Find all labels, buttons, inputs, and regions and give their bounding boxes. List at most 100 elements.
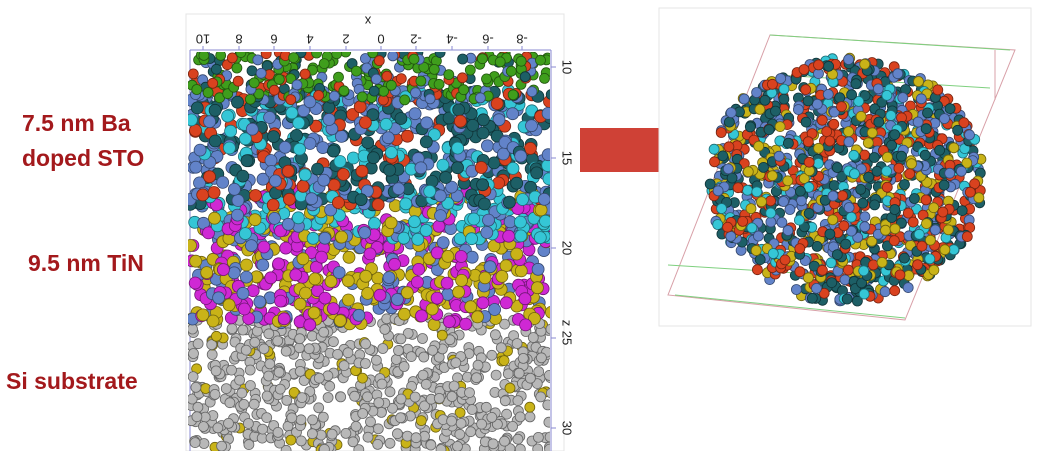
atom [192,85,202,95]
atom [903,208,913,218]
atom [337,168,349,180]
atom [359,117,371,129]
atom [771,106,781,116]
atom [889,236,899,246]
atom [500,436,510,446]
atom [363,432,373,442]
atom [359,227,371,239]
atom [860,59,870,69]
atom [965,187,975,197]
atom [472,311,484,323]
atom [766,208,776,218]
atom [538,193,550,205]
atom [396,74,406,84]
atom [300,69,310,79]
atom [481,140,493,152]
atom [369,86,379,96]
atom [223,299,235,311]
atom [363,392,373,402]
atom [507,108,519,120]
atom [520,319,532,331]
atom [940,114,950,124]
atom [354,101,366,113]
atom [264,329,274,339]
atom [245,381,255,391]
atom [221,384,231,394]
atom [435,48,445,58]
atom [332,197,344,209]
atom [319,327,329,337]
atom [477,419,487,429]
atom [393,183,405,195]
atom [542,149,554,161]
atom [372,199,384,211]
atom [505,383,515,393]
atom [339,86,349,96]
atom [243,419,253,429]
atom [421,379,431,389]
atom [269,85,279,95]
atom [279,141,291,153]
atom [535,204,547,216]
atom [319,59,329,69]
atom [211,366,221,376]
atom [210,389,220,399]
atom [922,219,932,229]
atom [747,223,757,233]
x-tick-label: 8 [235,32,242,47]
atom [723,164,733,174]
atom [264,371,274,381]
atom [434,190,446,202]
atom [227,365,237,375]
atom [503,196,515,208]
atom [527,87,537,97]
atom [533,432,543,442]
atom [391,294,403,306]
atom [259,344,269,354]
atom [487,350,497,360]
atom [487,412,497,422]
axis-title: z [560,320,575,327]
atom [336,392,346,402]
atom [455,251,467,263]
atom [386,80,396,90]
atom [237,388,247,398]
atom [477,179,489,191]
atom [863,138,873,148]
atom [840,275,850,285]
atom [909,194,919,204]
atom [258,424,268,434]
atom [247,66,257,76]
atom [844,137,854,147]
atom [829,181,839,191]
atom [477,114,489,126]
atom [364,248,376,260]
atom [524,142,536,154]
atom [827,278,837,288]
atom [534,367,544,377]
atom [817,265,827,275]
atom [258,241,270,253]
atom [396,394,406,404]
atom [265,155,277,167]
atom [475,162,487,174]
atom [222,110,234,122]
x-tick-label: 6 [270,32,277,47]
atom [262,413,272,423]
atom [503,230,515,242]
atom [724,142,734,152]
atom [451,358,461,368]
atom [500,297,512,309]
atom [275,295,287,307]
atom [859,266,869,276]
atom [425,94,435,104]
atom [545,432,555,442]
atom [945,168,955,178]
atom [209,135,221,147]
atom [870,200,880,210]
atom [890,286,900,296]
atom [493,177,505,189]
atom [766,217,776,227]
atom [914,229,924,239]
atom [314,373,324,383]
